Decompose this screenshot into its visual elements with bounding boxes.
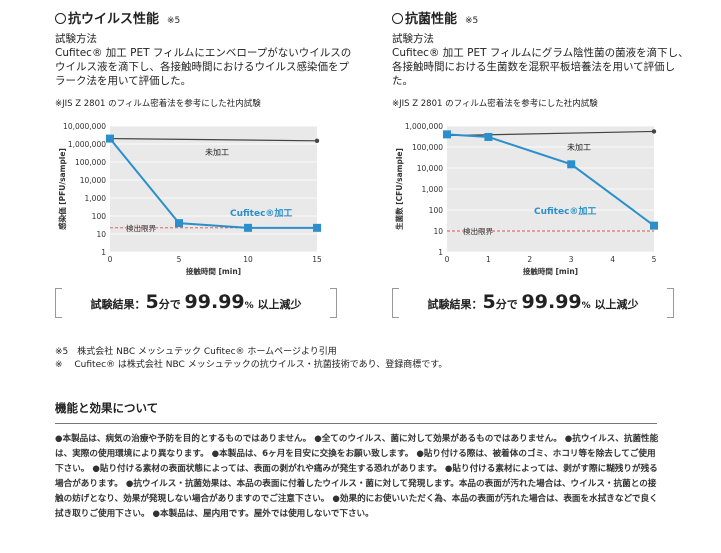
result-percent-sign: % [244, 301, 254, 311]
result-minutes: 5 [482, 291, 496, 313]
result-percent-sign: % [581, 301, 591, 311]
series-label-cufitec: Cufitec®加工 [534, 205, 596, 217]
series-line [446, 130, 655, 137]
result-prefix: 試験結果： [427, 298, 483, 311]
y-tick-label: 10 [96, 230, 106, 239]
series-line [446, 133, 655, 227]
result-unit: 分で [158, 298, 181, 311]
antibacterial-note: ※5 [465, 16, 479, 26]
footnotes: ※5 株式会社 NBC メッシュテック Cufitec® ホームページより引用 … [55, 346, 447, 372]
x-tick-label: 5 [177, 255, 182, 264]
antiviral-chart-svg: 1101001,00010,000100,0001,000,00010,000,… [57, 122, 322, 276]
bracket-right [667, 288, 674, 318]
result-minutes: 5 [145, 291, 159, 313]
antibacterial-jis-note: ※JIS Z 2801 のフィルム密着法を参考にした社内試験 [392, 99, 598, 109]
result-percent: 99.99 [521, 291, 582, 313]
x-tick-label: 15 [312, 255, 322, 264]
antibacterial-result-text: 試験結果：5分で 99.99% 以上減少 [392, 291, 674, 313]
plot-area [110, 126, 317, 252]
antiviral-panel: 抗ウイルス性能 ※5 試験方法 Cufitec® 加工 PET フィルムにエンベ… [55, 0, 355, 109]
y-tick-label: 1 [438, 248, 443, 257]
bracket-right [330, 288, 337, 318]
x-axis-label: 接触時間 [min] [523, 266, 578, 276]
data-point [244, 223, 252, 232]
antibacterial-title-row: 抗菌性能 ※5 [392, 8, 692, 27]
bracket-left [392, 288, 399, 318]
data-point [650, 221, 658, 230]
x-tick-label: 10 [243, 255, 253, 264]
antibacterial-method-body: Cufitec® 加工 PET フィルムにグラム陰性菌の菌液を滴下し、各接触時間… [392, 47, 689, 87]
detection-limit-label: 検出限界 [463, 226, 493, 236]
y-tick-label: 1,000,000 [405, 122, 443, 131]
x-tick-label: 5 [652, 255, 657, 264]
data-point [443, 130, 451, 139]
circle-icon [55, 13, 66, 24]
antiviral-chart: 1 10 100 1,000 10,000 100,000 1,000,000 10,000,… [55, 118, 325, 284]
series-label-untreated: 未加工 [567, 142, 591, 152]
bracket-left [55, 288, 62, 318]
x-tick-label: 0 [445, 255, 450, 264]
data-point [106, 134, 114, 143]
y-tick-label: 1 [101, 248, 106, 257]
data-point [314, 138, 320, 144]
antiviral-result-text: 試験結果：5分で 99.99% 以上減少 [55, 291, 337, 313]
section-body: ●本製品は、病気の治療や予防を目的とするものではありません。 ●全てのウイルス、… [55, 434, 659, 519]
x-tick-label: 2 [527, 255, 532, 264]
y-tick-label: 100,000 [412, 143, 443, 152]
data-point [651, 129, 657, 134]
series-line [109, 137, 317, 229]
y-tick-label: 10 [433, 227, 443, 236]
footnote-source: ※5 株式会社 NBC メッシュテック Cufitec® ホームページより引用 [55, 347, 337, 357]
y-tick-label: 100 [92, 212, 107, 221]
y-tick-label: 100,000 [75, 158, 106, 167]
x-axis-label: 接触時間 [min] [186, 266, 241, 276]
y-tick-label: 1,000 [85, 194, 107, 203]
series-label-cufitec: Cufitec®加工 [230, 207, 292, 219]
result-unit: 分で [495, 298, 518, 311]
y-tick-label: 10,000,000 [63, 122, 106, 131]
section-divider [55, 423, 657, 424]
series-label-untreated: 未加工 [205, 147, 229, 157]
detection-limit-label: 検出限界 [126, 223, 156, 233]
data-point [175, 219, 183, 228]
result-suffix: 以上減少 [594, 298, 639, 311]
footnote-trademark: ※ Cufitec® は株式会社 NBC メッシュテックの抗ウイルス・抗菌技術で… [55, 360, 448, 370]
section-title: 機能と効果について [55, 401, 159, 415]
y-tick-label: 10,000 [417, 164, 443, 173]
x-tick-label: 4 [610, 255, 615, 264]
antiviral-title: 抗ウイルス性能 [68, 12, 160, 27]
circle-icon [392, 13, 403, 24]
result-suffix: 以上減少 [257, 298, 302, 311]
data-point [567, 160, 576, 169]
y-axis-label: 感染価 [PFU/sample] [57, 148, 67, 230]
data-point [313, 223, 321, 232]
x-tick-label: 3 [569, 255, 574, 264]
y-axis-label: 生菌数 [CFU/sample] [394, 148, 404, 230]
antiviral-method-heading: 試験方法 [55, 33, 97, 45]
series-line [109, 137, 318, 142]
antiviral-note: ※5 [167, 16, 181, 26]
antibacterial-panel: 抗菌性能 ※5 試験方法 Cufitec® 加工 PET フィルムにグラム陰性菌… [392, 0, 692, 109]
antiviral-jis-note: ※JIS Z 2801 のフィルム密着法を参考にした社内試験 [55, 99, 261, 109]
antiviral-method-body: Cufitec® 加工 PET フィルムにエンベロープがないウイルスのウイルス液… [55, 47, 352, 87]
antibacterial-result-box: 試験結果：5分で 99.99% 以上減少 [392, 288, 674, 318]
y-tick-label: 100 [429, 206, 444, 215]
y-tick-label: 1,000 [422, 185, 444, 194]
antibacterial-title: 抗菌性能 [405, 12, 458, 27]
antibacterial-method-heading: 試験方法 [392, 33, 434, 45]
result-prefix: 試験結果： [90, 298, 146, 311]
y-tick-label: 1,000,000 [68, 140, 106, 149]
y-tick-label: 10,000 [80, 176, 106, 185]
result-percent: 99.99 [184, 291, 245, 313]
x-tick-label: 0 [108, 255, 113, 264]
antibacterial-chart: 1 10 100 1,000 10,000 100,000 1,000,000 0 1 2 3 4 5 接… [392, 118, 662, 284]
x-tick-label: 1 [486, 255, 491, 264]
antiviral-result-box: 試験結果：5分で 99.99% 以上減少 [55, 288, 337, 318]
data-point [484, 132, 493, 141]
antiviral-title-row: 抗ウイルス性能 ※5 [55, 8, 355, 27]
